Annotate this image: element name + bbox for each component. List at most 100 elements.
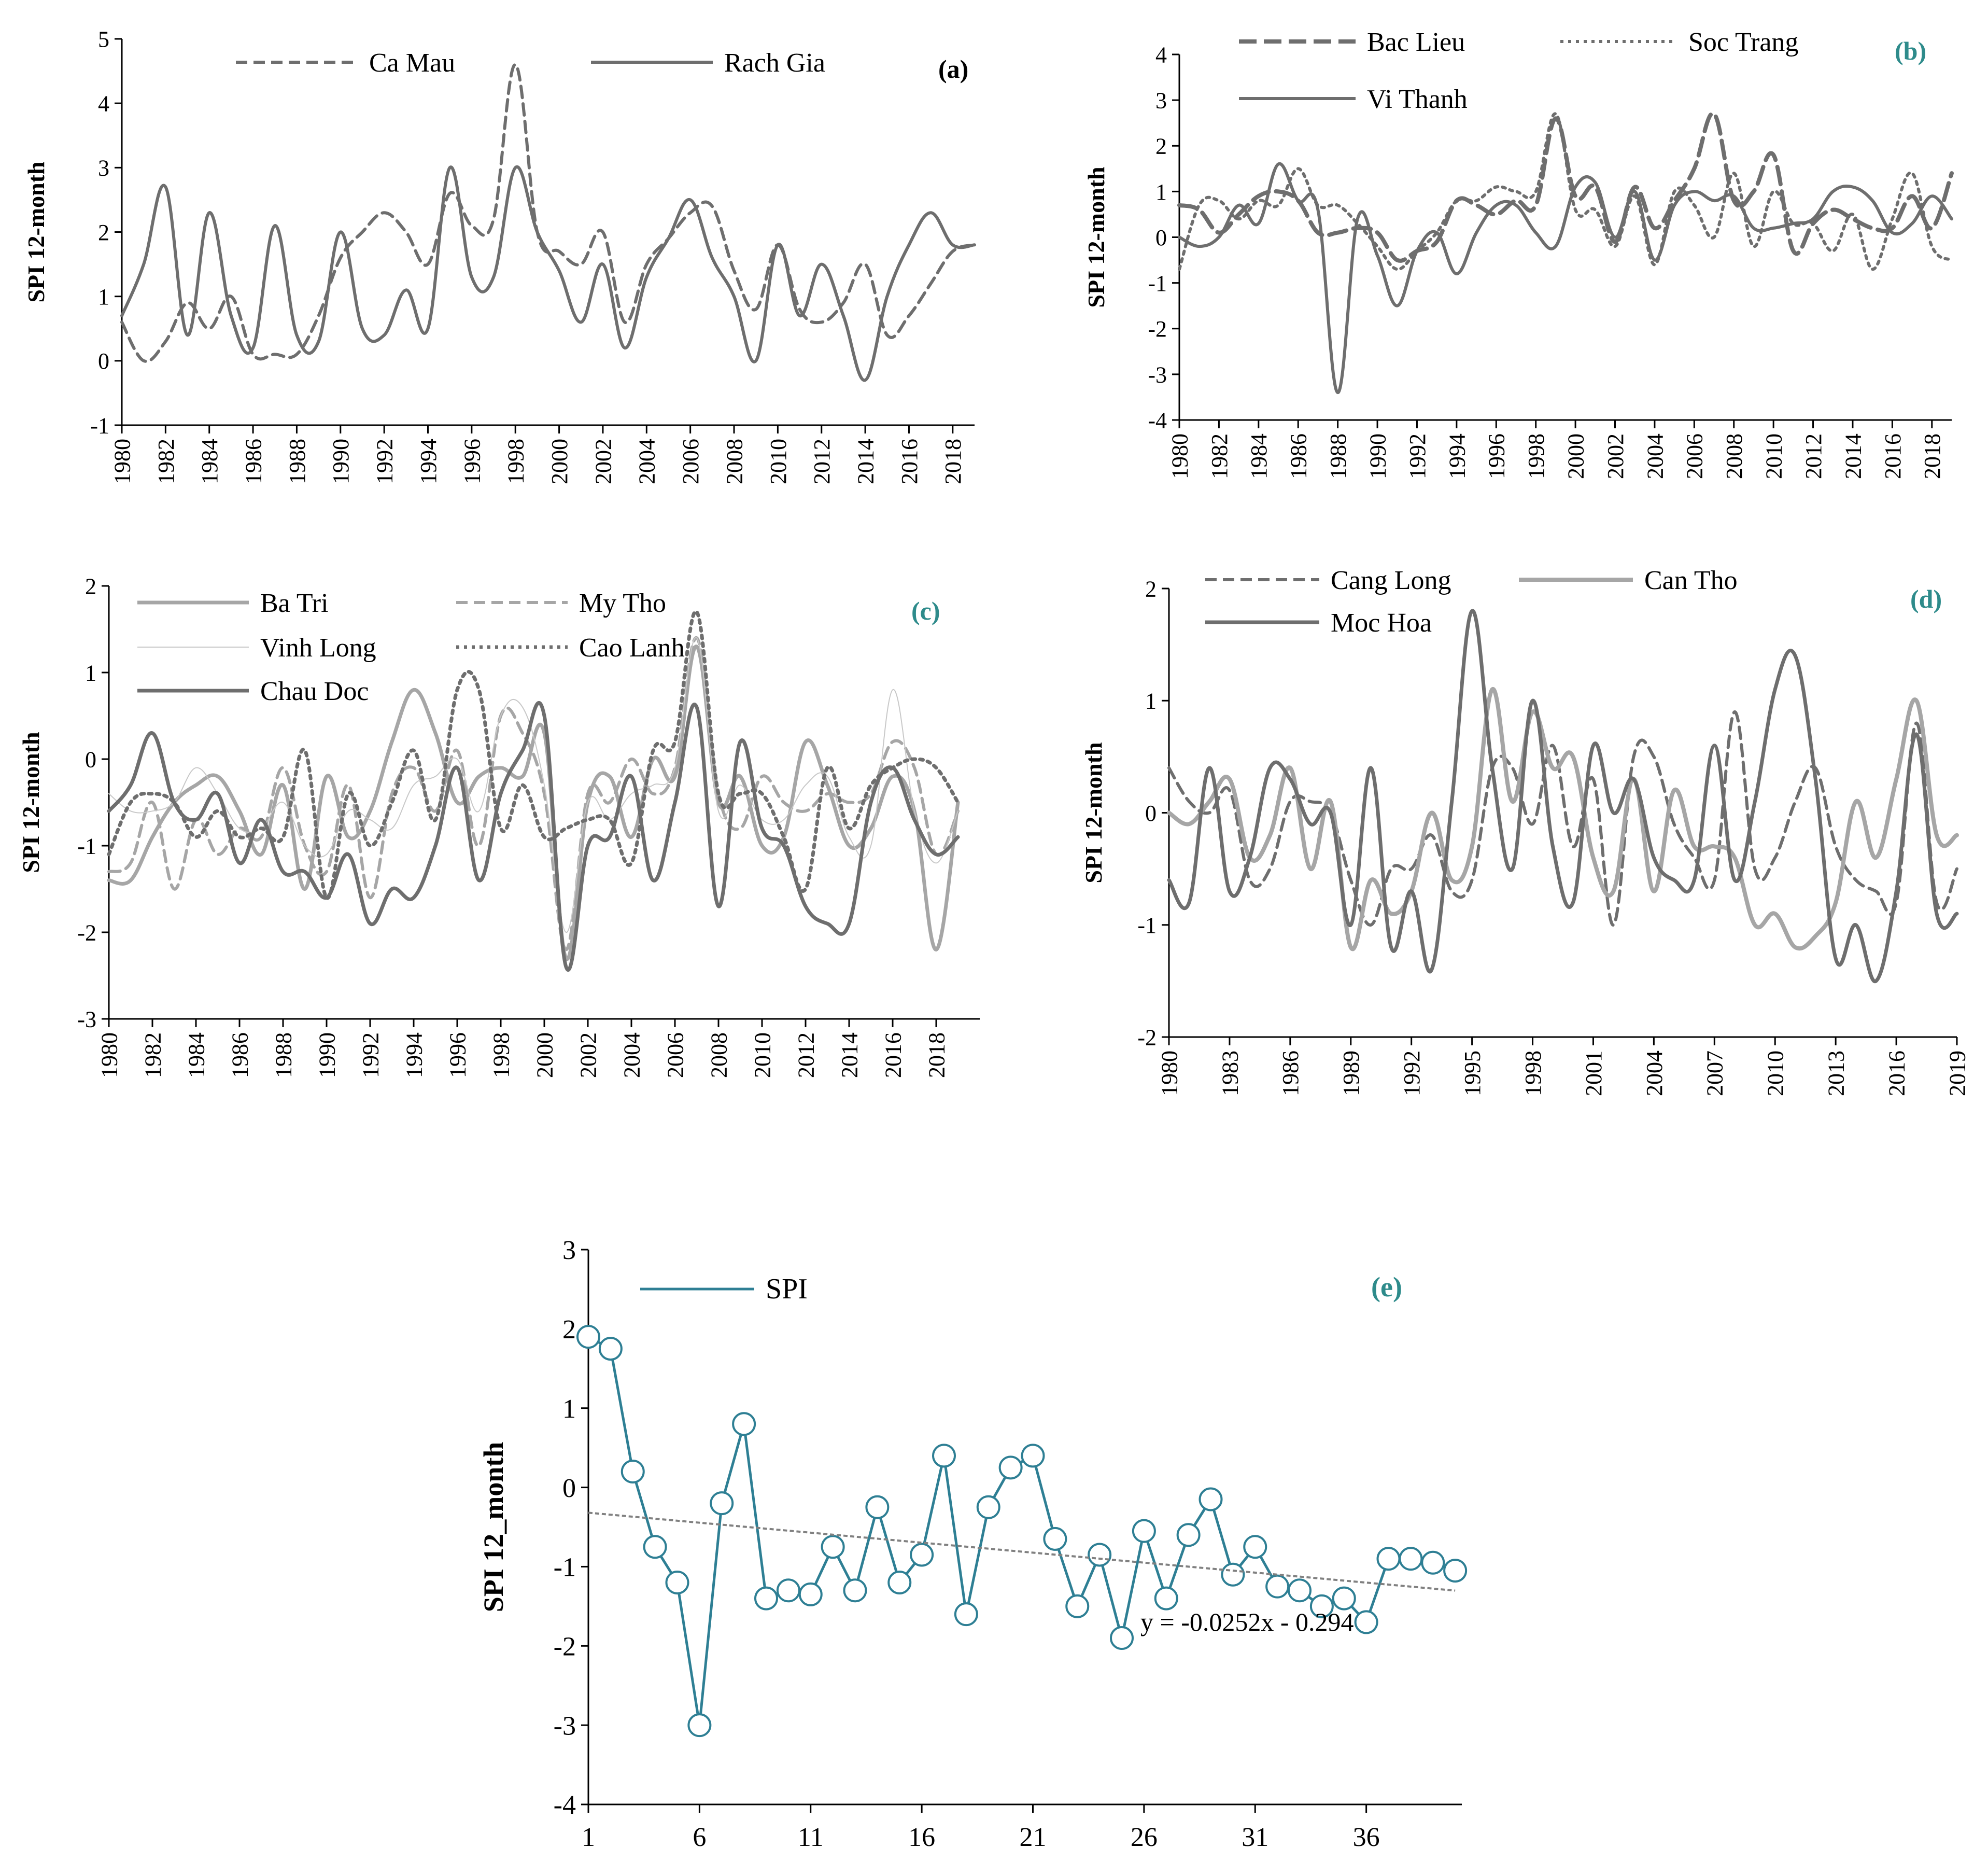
y-tick-label: 4 (1155, 42, 1167, 67)
legend-label-ba-tri: Ba Tri (260, 589, 329, 618)
data-point-marker (798, 1582, 823, 1606)
data-point-marker (1288, 1578, 1312, 1603)
x-tick-label: 2002 (1603, 433, 1628, 479)
x-tick-label: 2016 (1884, 1051, 1909, 1096)
x-tick-label: 2008 (722, 439, 747, 484)
data-point-marker (887, 1571, 912, 1594)
x-tick-label: 1994 (401, 1032, 427, 1078)
x-tick-label: 2014 (1840, 433, 1866, 479)
y-tick-label: 3 (1155, 88, 1167, 114)
y-tick-label: 4 (98, 91, 109, 117)
y-tick-label: -4 (554, 1790, 576, 1820)
chart-panel-a: -1 0 1 2 3 4 5 1980 1982 1984 1986 1988 1990 1992 1994… (23, 26, 976, 484)
y-tick-label: -1 (1137, 913, 1157, 938)
x-tick-label: 2018 (940, 439, 966, 484)
legend-label-spi: SPI (766, 1273, 808, 1305)
legend-label-cang-long: Cang Long (1331, 566, 1451, 595)
x-tick-label: 2000 (532, 1032, 557, 1078)
x-tick-label: 1989 (1338, 1051, 1364, 1096)
x-tick-label: 1990 (1365, 433, 1390, 479)
data-point-marker (1110, 1626, 1134, 1650)
y-tick-label: -3 (77, 1006, 96, 1032)
x-tick-label: 1984 (1246, 433, 1272, 479)
legend-label-can-tho: Can Tho (1644, 566, 1738, 595)
y-axis-title: SPI 12-month (1083, 166, 1109, 307)
panel-label: (b) (1895, 36, 1926, 65)
x-tick-label: 2008 (706, 1032, 731, 1078)
x-tick-label: 1986 (1278, 1051, 1303, 1096)
legend-label-cao-lanh: Cao Lanh (579, 633, 685, 663)
x-tick-label: 2000 (547, 439, 572, 484)
legend-label-soc-trang: Soc Trang (1688, 27, 1798, 57)
x-tick-label: 1996 (445, 1032, 470, 1078)
x-tick-label: 2010 (750, 1032, 775, 1078)
y-tick-label: -2 (554, 1632, 576, 1661)
x-tick-label: 1992 (1405, 433, 1430, 479)
y-tick-label: 0 (1145, 801, 1157, 826)
y-tick-label: 3 (562, 1236, 576, 1265)
y-tick-label: 2 (1155, 134, 1167, 159)
x-tick-label: 1980 (109, 439, 135, 484)
series-line-vi-thanh (1178, 162, 1953, 395)
x-tick-label: 2010 (1761, 433, 1787, 479)
x-tick-label: 2014 (837, 1032, 862, 1078)
data-point-marker (754, 1586, 779, 1611)
y-tick-label: -1 (77, 833, 96, 859)
y-tick-label: -2 (1148, 316, 1167, 342)
x-tick-label: 1986 (227, 1032, 252, 1078)
chart-panel-d: -2 -1 0 1 2 1980 1983 1986 1989 1992 1995 1998 2001 2… (1080, 566, 1970, 1096)
data-point-marker (1376, 1547, 1401, 1571)
data-point-marker (821, 1535, 845, 1559)
legend-label-vinh-long: Vinh Long (260, 633, 376, 663)
legend-label-chau-doc: Chau Doc (260, 677, 369, 706)
series-line-sen-s-slope (588, 1511, 1456, 1592)
x-tick-label: 1988 (271, 1032, 296, 1078)
x-tick-label: 1994 (416, 439, 441, 484)
panel-label: (d) (1910, 584, 1942, 613)
y-tick-label: -1 (554, 1553, 576, 1583)
x-tick-label: 2007 (1702, 1051, 1728, 1096)
panel-label: (e) (1371, 1271, 1402, 1303)
data-point-marker (643, 1535, 667, 1559)
x-tick-label: 1998 (1524, 433, 1549, 479)
y-tick-label: 2 (98, 220, 109, 245)
x-tick-label: 1998 (503, 439, 529, 484)
series-line-ca-mau (120, 63, 976, 363)
x-tick-label: 1994 (1444, 433, 1470, 479)
data-point-marker (598, 1337, 623, 1361)
x-tick-label: 2014 (853, 439, 879, 484)
x-tick-label: 2006 (1682, 433, 1708, 479)
x-tick-label: 21 (1020, 1823, 1047, 1852)
series-line-rach-gia (120, 165, 976, 382)
y-tick-label: 1 (1145, 689, 1157, 714)
x-tick-label: 16 (908, 1823, 935, 1852)
x-tick-label: 1990 (328, 439, 354, 484)
x-tick-label: 2018 (1920, 433, 1945, 479)
x-tick-label: 2000 (1563, 433, 1589, 479)
x-tick-label: 1998 (1520, 1051, 1546, 1096)
x-tick-label: 2013 (1824, 1051, 1849, 1096)
x-tick-label: 1992 (372, 439, 398, 484)
chart-panel-c: -3 -2 -1 0 1 2 1980 1982 1984 1986 1988 1990 1992 199… (18, 573, 980, 1078)
data-point-marker (1132, 1519, 1156, 1543)
data-point-marker (865, 1495, 890, 1519)
y-tick-label: 2 (85, 573, 96, 599)
series-line-bac-lieu (1177, 111, 1954, 263)
y-tick-label: 0 (562, 1474, 576, 1503)
x-tick-label: 2004 (1642, 1051, 1667, 1096)
x-tick-label: 1980 (1157, 1051, 1182, 1096)
y-tick-label: 3 (98, 156, 109, 181)
data-point-marker (732, 1412, 756, 1436)
x-tick-label: 36 (1353, 1823, 1380, 1852)
x-tick-label: 1996 (459, 439, 485, 484)
data-point-marker (1399, 1547, 1423, 1571)
legend-label-ca-mau: Ca Mau (369, 48, 455, 78)
data-point-marker (710, 1491, 734, 1516)
data-point-marker (998, 1455, 1023, 1480)
series-line-chau-doc (107, 701, 960, 972)
series-line-my-tho (107, 636, 960, 951)
data-point-marker (1354, 1610, 1378, 1634)
series-line-spi (587, 1335, 1457, 1727)
